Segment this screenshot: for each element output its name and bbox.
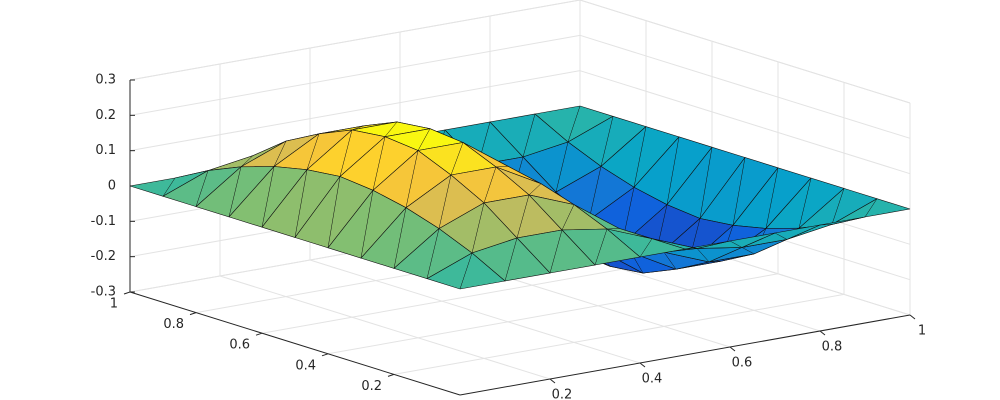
mesh-edge [327, 176, 341, 248]
y-tick [321, 353, 329, 357]
mesh-edge [495, 166, 509, 168]
mesh-edge [567, 105, 581, 143]
y-axis [129, 291, 461, 396]
y-tick [189, 312, 197, 316]
grid-line [327, 273, 779, 355]
grid-line [129, 70, 581, 152]
mesh-edge [774, 232, 788, 240]
x-tick-label: 0.4 [642, 372, 663, 387]
mesh-edge [405, 150, 419, 208]
mesh-edge [684, 248, 698, 250]
grid-line [579, 34, 911, 139]
mesh-edge [240, 155, 254, 167]
y-tick-label: 0.6 [229, 338, 250, 353]
mesh-edge [516, 194, 530, 239]
y-tick-label: 0.4 [295, 358, 316, 373]
mesh-edge [459, 252, 473, 290]
z-tick-label: 0.3 [95, 73, 116, 88]
grid-line [129, 34, 581, 116]
mesh-edge [471, 202, 485, 254]
x-axis [459, 314, 911, 396]
grid-line [579, 0, 911, 104]
z-tick-label: -0.1 [91, 214, 116, 229]
z-tick-label: 0.2 [95, 108, 116, 123]
mesh-edge [594, 228, 608, 266]
z-tick-label: -0.3 [91, 285, 116, 300]
mesh-edge [294, 169, 308, 238]
x-tick [909, 314, 916, 320]
mesh-edge [729, 240, 743, 248]
mesh-edge [666, 136, 680, 205]
x-tick-label: 1 [918, 324, 926, 339]
x-tick [819, 330, 826, 336]
mesh-edge [663, 252, 677, 270]
mesh-edge [273, 141, 287, 167]
mesh-edge [732, 157, 746, 226]
mesh-edge [819, 224, 833, 226]
mesh-edge [228, 166, 242, 217]
x-tick [639, 362, 646, 368]
mesh-edge [606, 228, 620, 230]
z-tick-label: 0 [108, 179, 116, 194]
y-tick [255, 332, 263, 336]
x-tick [549, 378, 556, 384]
grid-line [579, 70, 911, 175]
mesh-edge [426, 228, 440, 279]
grid-line [309, 259, 641, 364]
mesh-edge [417, 128, 431, 151]
mesh-edge [639, 238, 653, 258]
mesh-edge [741, 247, 755, 255]
grid-line [129, 0, 581, 81]
mesh-edge [372, 136, 386, 191]
grid-line [393, 293, 845, 375]
mesh-edge [306, 133, 320, 170]
mesh-edge [384, 121, 398, 137]
mesh-edge [798, 178, 812, 229]
x-tick-label: 0.2 [552, 388, 573, 400]
mesh-edge [699, 147, 713, 219]
mesh-edge [393, 207, 407, 269]
mesh-edge [351, 125, 365, 131]
mesh-edge [522, 113, 536, 158]
mesh-edge [438, 174, 452, 229]
mesh-edge [261, 166, 275, 228]
y-tick [123, 291, 131, 295]
x-tick-label: 0.8 [822, 340, 843, 355]
mesh-edge [600, 116, 614, 167]
mesh-edge [555, 141, 569, 193]
mesh-edge [339, 129, 353, 177]
x-tick [729, 346, 736, 352]
mesh-edge [588, 166, 602, 221]
mesh-edge [864, 198, 878, 218]
mesh-edge [504, 237, 518, 282]
mesh-edge [528, 183, 542, 196]
mesh-edge [162, 177, 176, 197]
mesh-edge [831, 188, 845, 225]
x-tick-label: 0.6 [732, 356, 753, 371]
mesh-edge [549, 229, 563, 274]
z-tick-label: -0.2 [91, 249, 116, 264]
mesh-edge [561, 204, 575, 231]
y-tick-label: 0.8 [163, 317, 184, 332]
y-tick [387, 373, 395, 377]
z-tick-label: 0.1 [95, 143, 116, 158]
mesh-edge [450, 142, 464, 176]
y-tick-label: 0.2 [361, 379, 382, 394]
grid-line [219, 275, 551, 380]
mesh-edge [483, 166, 497, 204]
mesh-edge [696, 248, 710, 263]
mesh-edge [633, 126, 647, 188]
y-tick-label: 1 [110, 297, 118, 312]
mesh-edge [765, 167, 779, 229]
mesh-edge [360, 190, 374, 259]
mesh-edge [195, 170, 209, 207]
